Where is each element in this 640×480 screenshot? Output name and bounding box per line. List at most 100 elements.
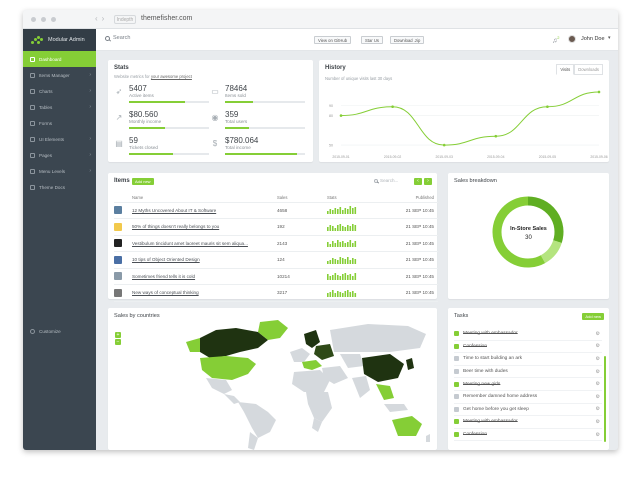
task-checkbox[interactable] [454,419,459,425]
data-point[interactable] [442,143,446,147]
task-checkbox[interactable] [454,432,459,438]
sidebar-item-theme-docs[interactable]: Theme Docs [23,179,96,195]
sidebar-item-menu-levels[interactable]: Menu Levels › [23,163,96,179]
column-stats[interactable]: Stats [327,193,382,203]
task-item[interactable]: Meeting with embassador ⚙ [454,328,602,341]
task-checkbox[interactable] [454,381,459,387]
item-thumbnail[interactable] [114,288,122,297]
data-point[interactable] [597,90,601,94]
item-thumbnail[interactable] [114,222,122,231]
task-checkbox[interactable] [454,343,459,349]
sidebar-item-customize[interactable]: Customize [30,329,61,334]
sidebar-item-forms[interactable]: Forms [23,115,96,131]
data-point[interactable] [546,105,549,109]
item-thumbnail[interactable] [114,239,122,248]
sparkline-bar [344,290,347,297]
task-item[interactable]: Get home before you get sleep ⚙ [454,404,602,417]
star-us-button[interactable]: Star Us [361,36,383,44]
gear-icon[interactable]: ⚙ [595,368,600,375]
sidebar-item-dashboard[interactable]: Dashboard [23,51,96,67]
task-item[interactable]: Meeting new girls ⚙ [454,378,602,391]
notifications-button[interactable]: ♫2 [552,35,559,44]
donut-slice[interactable] [540,239,562,264]
download-zip-button[interactable]: Download .zip [390,36,425,44]
stat-label: Monthly income [129,119,162,124]
browser-url[interactable]: themefisher.com [141,15,193,22]
gear-icon[interactable]: ⚙ [595,406,600,413]
column-published[interactable]: Published [382,193,438,203]
column-name[interactable]: Name [132,193,277,203]
table-row[interactable]: 10 tips of Object Oriented Design 124 21 S… [114,251,438,269]
table-row[interactable]: Vestibulum tincidunt amet laoreet mauris… [114,235,438,252]
browser-address-tag[interactable]: Indepth [114,15,136,24]
task-item[interactable]: Confession ⚙ [454,341,602,354]
table-row[interactable]: New ways of conceptual thinking 3217 21 SE… [114,284,438,302]
item-thumbnail[interactable] [114,206,122,215]
chevron-down-icon[interactable]: ▾ [608,35,611,41]
items-search[interactable]: Search... [374,178,398,183]
task-checkbox[interactable] [454,406,459,412]
table-row[interactable]: 12 Myths Uncovered About IT & Software 46… [114,202,438,219]
sidebar-item-ui-elements[interactable]: UI Elements › [23,131,96,147]
sidebar-item-items-manager[interactable]: Items Manager › [23,67,96,83]
brand[interactable]: Modular Admin [23,29,96,51]
gear-icon[interactable]: ⚙ [595,418,600,425]
task-checkbox[interactable] [454,394,459,400]
sidebar-item-pages[interactable]: Pages › [23,147,96,163]
gear-icon[interactable]: ⚙ [595,330,600,337]
task-item[interactable]: Confession ⚙ [454,429,602,442]
add-item-button[interactable]: Add new [132,178,154,185]
data-point[interactable] [339,114,343,117]
prev-page-button[interactable]: ‹ [414,178,422,185]
table-row[interactable]: 50% of things doesn't really belongs to … [114,218,438,236]
gear-icon[interactable]: ⚙ [595,343,600,350]
tab-visits[interactable]: Visits [556,64,575,75]
task-item[interactable]: Remember damned home address ⚙ [454,391,602,404]
avatar[interactable] [568,35,576,43]
next-page-button[interactable]: › [424,178,432,185]
data-point[interactable] [391,105,394,109]
task-item[interactable]: Time to start building an ark ⚙ [454,353,602,366]
view-on-github-button[interactable]: View on GitHub [314,36,352,44]
item-link[interactable]: Sometimes friend tells it is cold [132,273,196,279]
column-sales[interactable]: Sales [277,193,327,203]
item-thumbnail[interactable] [114,272,122,281]
sidebar-item-charts[interactable]: Charts › [23,83,96,99]
donut-slice[interactable] [492,196,546,268]
table-row[interactable]: Sometimes friend tells it is cold 10214 21… [114,268,438,285]
gear-icon[interactable]: ⚙ [595,431,600,438]
add-task-button[interactable]: Add new [582,313,604,320]
task-checkbox[interactable] [454,331,459,337]
world-map[interactable] [108,308,437,450]
sparkline-bar [329,209,332,215]
item-link[interactable]: 12 Myths Uncovered About IT & Software [132,207,217,213]
tab-downloads[interactable]: Downloads [574,64,603,75]
item-link[interactable]: New ways of conceptual thinking [132,290,199,296]
map-zoom-in-button[interactable]: + [115,332,121,338]
gear-icon[interactable]: ⚙ [595,381,600,388]
gear-icon[interactable]: ⚙ [595,355,600,362]
task-item[interactable]: Beer time with dudes ⚙ [454,366,602,379]
window-controls[interactable] [31,17,56,22]
menu-icon [30,88,35,94]
item-link[interactable]: 50% of things doesn't really belongs to … [132,224,220,230]
stats-subtitle-link[interactable]: your awesome project [150,74,192,79]
search-box[interactable]: Search [105,35,130,41]
sidebar-item-tables[interactable]: Tables › [23,99,96,115]
item-thumbnail[interactable] [114,255,122,264]
tasks-scrollbar[interactable] [604,356,606,442]
task-checkbox[interactable] [454,369,459,375]
task-item[interactable]: Meeting with embassador ⚙ [454,416,602,429]
topbar: Search View on GitHub Star Us Download .… [96,29,618,51]
item-link[interactable]: Vestibulum tincidunt amet laoreet mauris… [132,240,248,246]
stat-tickets-closed: ▤ 59 Tickets closed [114,136,211,158]
gear-icon[interactable]: ⚙ [595,393,600,400]
map-country-japan [406,358,414,370]
map-zoom-out-button[interactable]: − [115,339,121,345]
donut-slice[interactable] [527,196,564,243]
user-name[interactable]: John Doe [581,36,605,42]
task-checkbox[interactable] [454,356,459,362]
data-point[interactable] [494,134,498,138]
item-link[interactable]: 10 tips of Object Oriented Design [132,257,200,263]
nav-arrows[interactable]: ‹› [95,14,109,23]
